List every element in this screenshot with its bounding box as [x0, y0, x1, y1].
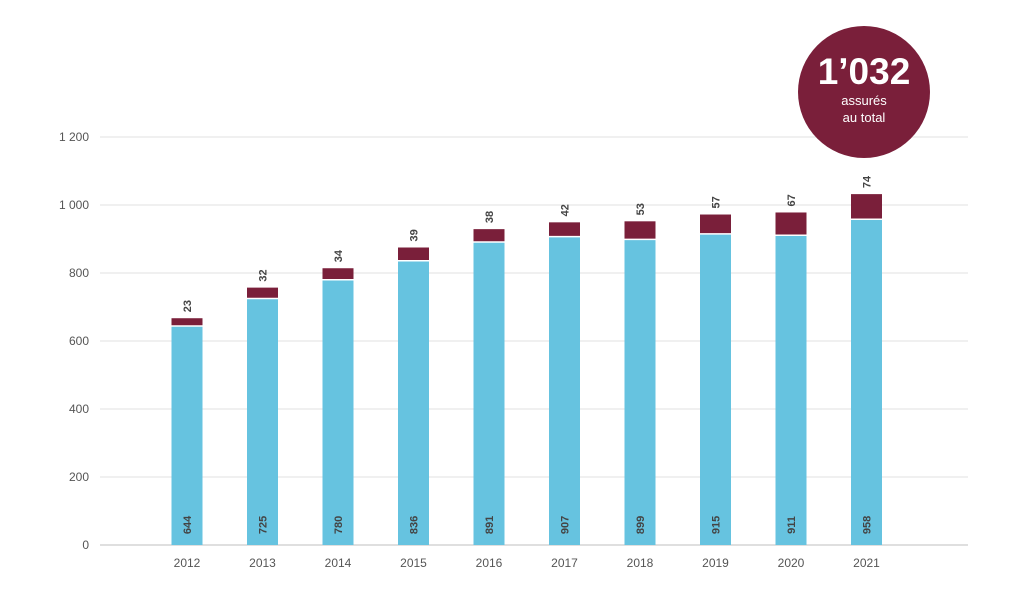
- data-label-base: 836: [409, 516, 421, 534]
- bar-segment-base: [171, 326, 203, 545]
- bar-segment-base: [624, 239, 656, 545]
- x-tick-label: 2014: [325, 556, 352, 570]
- x-tick-label: 2012: [174, 556, 201, 570]
- data-label-base: 891: [484, 516, 496, 534]
- data-label-base: 907: [560, 516, 572, 534]
- gridlines: [100, 136, 968, 546]
- bar-segment-top: [398, 247, 429, 261]
- data-label-base: 911: [786, 516, 798, 534]
- bars: 644 23 725 32 780 34 836 39 891 38 907 42 899 53 915 57…: [171, 175, 882, 545]
- data-label-top: 74: [862, 175, 874, 188]
- bar-segment-base: [851, 219, 882, 545]
- bar-segment-base: [322, 279, 354, 545]
- badge-value: 1’032: [817, 51, 911, 92]
- y-tick-label: 800: [69, 266, 89, 280]
- x-tick-label: 2019: [702, 556, 729, 570]
- data-label-base: 725: [258, 516, 270, 534]
- data-label-base: 780: [333, 516, 345, 534]
- x-tick-label: 2021: [853, 556, 880, 570]
- x-tick-label: 2018: [627, 556, 654, 570]
- bar-segment-base: [775, 235, 807, 545]
- x-tick-label: 2013: [249, 556, 276, 570]
- bar-segment-top: [851, 194, 882, 220]
- bar-segment-top: [473, 229, 505, 243]
- x-tick-label: 2017: [551, 556, 578, 570]
- y-tick-label: 1 200: [59, 130, 89, 144]
- y-tick-label: 400: [69, 402, 89, 416]
- y-tick-label: 200: [69, 470, 89, 484]
- y-axis: 0 200 400 600 800 1 000 1 200: [59, 130, 89, 552]
- badge-label-line1: assurés: [841, 93, 887, 108]
- badge-label-line2: au total: [842, 110, 886, 125]
- data-label-top: 53: [635, 203, 647, 215]
- bar-segment-top: [700, 214, 731, 234]
- x-tick-label: 2020: [778, 556, 805, 570]
- x-tick-label: 2015: [400, 556, 427, 570]
- data-label-top: 23: [182, 300, 194, 312]
- y-tick-label: 600: [69, 334, 89, 348]
- data-label-top: 32: [258, 269, 270, 281]
- bar-segment-base: [473, 242, 505, 545]
- data-label-base: 899: [635, 516, 647, 534]
- data-label-top: 34: [333, 249, 345, 262]
- data-label-top: 39: [409, 229, 421, 241]
- y-tick-label: 0: [82, 538, 89, 552]
- x-axis: 2012 2013 2014 2015 2016 2017 2018 2019 2020 2021: [174, 556, 881, 570]
- bar-segment-top: [171, 318, 203, 327]
- data-label-top: 38: [484, 211, 496, 223]
- data-label-base: 915: [711, 516, 723, 534]
- bar-segment-top: [624, 221, 656, 240]
- data-label-base: 958: [862, 516, 874, 534]
- bar-segment-base: [398, 260, 429, 545]
- bar-segment-top: [247, 287, 278, 299]
- x-tick-label: 2016: [476, 556, 503, 570]
- total-insured-badge: 1’032 assurés au total: [798, 26, 930, 158]
- data-label-top: 57: [711, 196, 723, 208]
- bar-segment-top: [775, 212, 807, 236]
- bar-segment-top: [322, 268, 354, 280]
- bar-segment-top: [549, 222, 580, 237]
- bar-segment-base: [247, 298, 278, 545]
- data-label-top: 67: [786, 194, 798, 206]
- data-label-base: 644: [182, 515, 194, 534]
- bar-segment-base: [700, 233, 731, 545]
- data-label-top: 42: [560, 204, 572, 216]
- bar-segment-base: [549, 236, 580, 545]
- y-tick-label: 1 000: [59, 198, 89, 212]
